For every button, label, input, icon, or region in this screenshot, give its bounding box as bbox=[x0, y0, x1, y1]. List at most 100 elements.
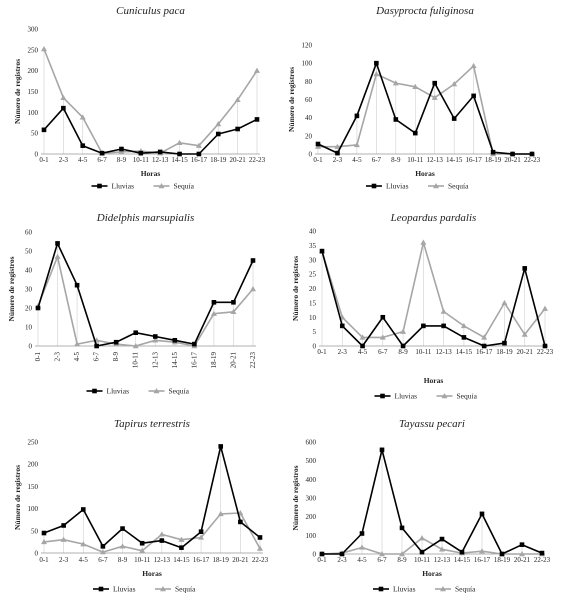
y-tick-label: 25 bbox=[309, 271, 317, 279]
y-tick-label: 10 bbox=[25, 324, 33, 332]
data-point-sequía bbox=[420, 239, 427, 245]
data-point-sequía bbox=[431, 94, 438, 100]
data-point-sequía bbox=[359, 544, 365, 550]
x-tick-label: 12-13 bbox=[435, 348, 452, 356]
data-point-sequía bbox=[195, 142, 202, 148]
data-point-lluvias bbox=[539, 550, 545, 556]
x-tick-label: 20-21 bbox=[514, 556, 531, 564]
y-tick-label: 40 bbox=[309, 228, 317, 236]
data-point-sequía bbox=[210, 310, 217, 316]
data-point-lluvias bbox=[211, 300, 217, 305]
x-tick-label: 8-9 bbox=[397, 556, 407, 564]
data-point-lluvias bbox=[238, 519, 243, 525]
x-tick-label: 18-19 bbox=[485, 156, 502, 164]
x-tick-label: 0-1 bbox=[39, 156, 49, 164]
data-point-lluvias bbox=[61, 523, 66, 528]
x-axis-label: Horas bbox=[141, 169, 161, 178]
data-point-lluvias bbox=[490, 149, 496, 155]
data-point-sequía bbox=[400, 328, 407, 334]
x-tick-label: 6-7 bbox=[98, 556, 108, 564]
data-point-lluvias bbox=[479, 511, 485, 517]
x-tick-label: 2-3 bbox=[337, 556, 347, 564]
x-tick-label: 8-9 bbox=[118, 556, 128, 564]
x-tick-label: 10-11 bbox=[134, 556, 151, 564]
y-tick-label: 15 bbox=[309, 299, 317, 307]
y-tick-label: 10 bbox=[309, 314, 317, 322]
data-point-sequía bbox=[353, 141, 360, 148]
y-tick-label: 500 bbox=[306, 457, 317, 465]
y-tick-label: 0 bbox=[29, 343, 33, 351]
x-tick-label: 8-9 bbox=[117, 156, 127, 164]
series-line-lluvias bbox=[321, 250, 546, 347]
y-tick-label: 0 bbox=[309, 151, 313, 159]
data-point-lluvias bbox=[380, 314, 386, 320]
series-line-sequía bbox=[43, 48, 258, 154]
legend-label: Lluvias bbox=[113, 585, 136, 594]
data-point-lluvias bbox=[499, 551, 505, 557]
data-point-sequía bbox=[119, 543, 126, 549]
data-point-sequía bbox=[60, 94, 67, 100]
series-line-lluvias bbox=[37, 242, 254, 347]
data-point-sequía bbox=[439, 546, 445, 552]
legend-label: Sequía bbox=[175, 585, 196, 594]
x-tick-label: 2-3 bbox=[59, 156, 69, 164]
data-point-lluvias bbox=[100, 544, 106, 549]
data-point-lluvias bbox=[510, 151, 515, 157]
x-tick-label: 18-19 bbox=[210, 156, 227, 164]
y-tick-label: 300 bbox=[306, 495, 317, 503]
y-tick-label: 600 bbox=[306, 439, 317, 447]
data-point-sequía bbox=[215, 121, 222, 127]
x-tick-label: 20-21 bbox=[504, 156, 521, 164]
data-point-sequía bbox=[198, 534, 205, 540]
data-point-lluvias bbox=[218, 444, 224, 449]
data-point-lluvias bbox=[192, 341, 197, 347]
x-tick-label: 16-17 bbox=[474, 556, 491, 564]
series-line-sequía bbox=[321, 241, 546, 339]
y-tick-label: 20 bbox=[305, 132, 313, 140]
legend-label: Lluvias bbox=[112, 182, 135, 191]
series-line-sequía bbox=[37, 255, 254, 347]
data-point-sequía bbox=[479, 548, 485, 554]
legend-marker bbox=[92, 388, 97, 394]
x-tick-label: 12-13 bbox=[154, 556, 171, 564]
x-axis-label: Horas bbox=[422, 569, 442, 578]
x-tick-label: 6-7 bbox=[93, 352, 101, 362]
x-tick-label: 22-23 bbox=[534, 556, 551, 564]
legend-marker bbox=[160, 586, 166, 592]
y-tick-label: 200 bbox=[28, 67, 39, 75]
data-point-sequía bbox=[234, 96, 241, 103]
y-tick-label: 100 bbox=[28, 505, 39, 513]
data-point-sequía bbox=[412, 83, 419, 89]
data-point-lluvias bbox=[41, 530, 47, 536]
data-point-lluvias bbox=[198, 529, 204, 534]
x-tick-label: 22-23 bbox=[252, 556, 269, 564]
data-point-lluvias bbox=[339, 551, 345, 557]
data-point-lluvias bbox=[113, 339, 119, 345]
x-tick-label: 20-21 bbox=[229, 352, 237, 369]
data-point-lluvias bbox=[250, 258, 256, 263]
data-point-sequía bbox=[460, 322, 467, 329]
y-axis-label: Número de registros bbox=[291, 465, 300, 530]
chart-panel-4: Leopardus pardalis 0 5 10 15 20 25 30 35 40 Número… bbox=[291, 212, 554, 401]
x-tick-label: 16-17 bbox=[190, 352, 198, 369]
data-point-lluvias bbox=[120, 526, 125, 531]
data-point-lluvias bbox=[94, 343, 99, 349]
data-point-lluvias bbox=[529, 151, 535, 157]
x-tick-label: 2-3 bbox=[333, 156, 343, 164]
y-tick-label: 0 bbox=[313, 551, 317, 559]
data-point-sequía bbox=[334, 143, 341, 149]
y-tick-label: 200 bbox=[306, 513, 317, 521]
data-point-lluvias bbox=[439, 536, 445, 542]
chart-panel-5: Tapirus terrestris 0 50 100 150 200 250 Número … bbox=[13, 418, 269, 594]
x-tick-label: 16-17 bbox=[191, 156, 208, 164]
data-point-lluvias bbox=[354, 113, 360, 119]
data-point-sequía bbox=[178, 536, 185, 542]
x-tick-label: 0-1 bbox=[313, 156, 323, 164]
y-axis-label: Número de registros bbox=[13, 465, 22, 530]
legend-marker bbox=[378, 586, 384, 592]
data-point-sequía bbox=[152, 337, 159, 343]
x-tick-label: 4-5 bbox=[358, 348, 368, 356]
legend-label: Lluvias bbox=[386, 182, 409, 191]
x-tick-label: 0-1 bbox=[317, 348, 327, 356]
x-tick-label: 10-11 bbox=[414, 556, 431, 564]
